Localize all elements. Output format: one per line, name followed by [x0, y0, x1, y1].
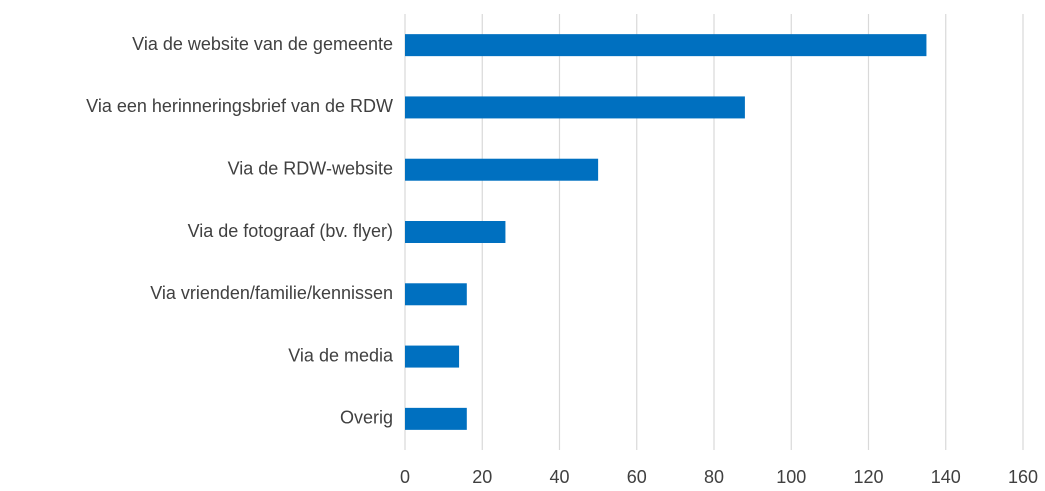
y-tick-label: Via de fotograaf (bv. flyer)	[188, 221, 393, 241]
x-tick-label: 140	[931, 467, 961, 487]
bar	[405, 345, 460, 368]
x-tick-label: 100	[776, 467, 806, 487]
bar	[405, 34, 927, 57]
x-tick-label: 60	[627, 467, 647, 487]
bar	[405, 407, 467, 430]
y-tick-label: Via vrienden/familie/kennissen	[150, 283, 393, 303]
x-tick-label: 40	[549, 467, 569, 487]
y-tick-label: Overig	[340, 408, 393, 428]
x-tick-label: 80	[704, 467, 724, 487]
bar	[405, 283, 467, 306]
x-tick-label: 160	[1008, 467, 1038, 487]
bar	[405, 221, 506, 243]
bar	[405, 96, 745, 119]
x-tick-label: 0	[400, 467, 410, 487]
y-tick-label: Via de website van de gemeente	[132, 34, 393, 54]
x-tick-label: 120	[853, 467, 883, 487]
y-tick-label: Via de RDW-website	[228, 158, 393, 178]
x-tick-label: 20	[472, 467, 492, 487]
y-tick-label: Via de media	[288, 345, 394, 365]
y-tick-label: Via een herinneringsbrief van de RDW	[86, 96, 393, 116]
bar	[405, 158, 599, 181]
